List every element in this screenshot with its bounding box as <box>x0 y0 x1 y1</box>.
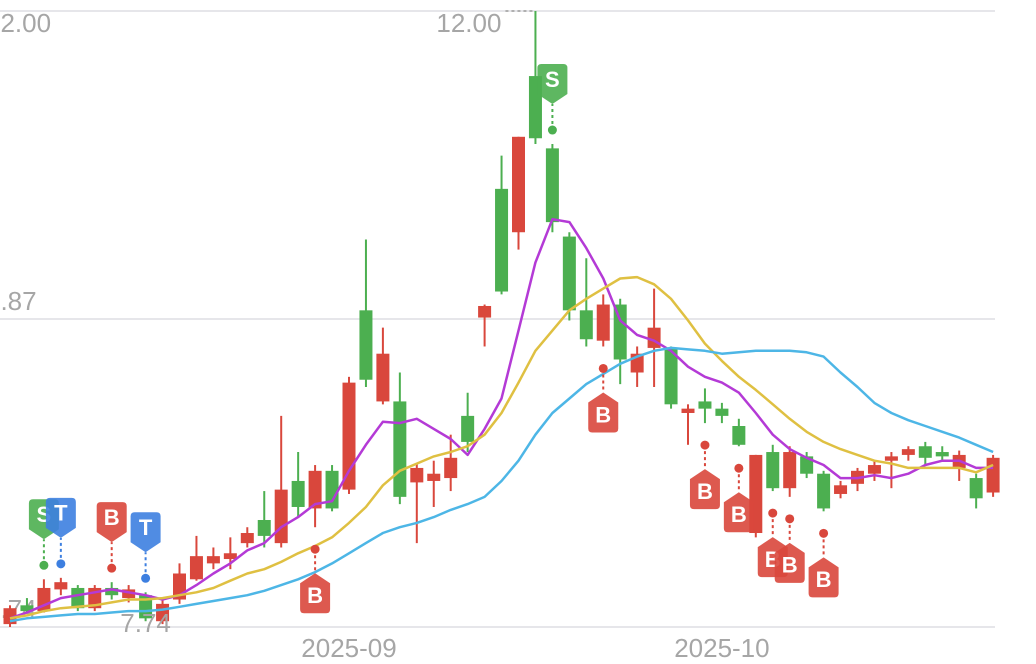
candle-body <box>461 415 475 442</box>
y-tick-label: 9.87 <box>0 286 37 316</box>
candle-body <box>562 236 576 311</box>
candle-body <box>800 456 814 474</box>
signal-flag <box>45 497 76 538</box>
candle-body <box>766 452 780 489</box>
candle-body <box>613 304 627 360</box>
x-tick-label: 2025-10 <box>674 633 769 663</box>
candle-body <box>54 582 68 590</box>
candle-body <box>359 310 373 380</box>
signal-flag-label: B <box>104 505 120 530</box>
signal-flag <box>689 469 720 510</box>
signal-flag <box>300 573 331 614</box>
candle-body <box>732 426 746 445</box>
moving-average-line <box>9 275 994 620</box>
candle-body <box>664 347 678 405</box>
min-label: 7.74 <box>120 608 171 638</box>
moving-average-line <box>9 346 994 623</box>
candle-body <box>189 556 203 580</box>
signal-flag-label: B <box>816 567 832 592</box>
candle-body <box>969 478 983 499</box>
signal-flag-label: B <box>731 502 747 527</box>
signal-flag-label: S <box>545 67 560 92</box>
signal-flag-label: B <box>697 479 713 504</box>
candle-body <box>512 136 525 233</box>
signal-flag <box>723 492 754 533</box>
candle-body <box>257 519 271 536</box>
candle-body <box>986 457 1000 493</box>
y-tick-label: 12.00 <box>0 8 51 38</box>
candle-body <box>478 305 492 318</box>
candle-body <box>647 327 661 348</box>
candle-body <box>935 452 949 457</box>
signal-flag-label: B <box>782 553 798 578</box>
signal-flag <box>808 557 839 598</box>
candle-body <box>325 470 339 509</box>
candle-body <box>105 587 119 596</box>
candle-body <box>71 587 85 609</box>
candle-body <box>291 480 305 507</box>
candle-body <box>884 456 898 461</box>
candle-body <box>715 408 729 416</box>
signal-flag <box>130 512 161 553</box>
candle-body <box>444 457 458 479</box>
candle-body <box>596 304 610 341</box>
x-tick-label: 2025-09 <box>301 633 396 663</box>
candle-body <box>20 605 34 612</box>
candle-body <box>698 401 712 409</box>
candle-body <box>495 188 509 292</box>
candle-body <box>122 589 136 599</box>
candle-body <box>681 408 695 413</box>
candle-body <box>376 353 390 402</box>
candle-body <box>206 556 220 564</box>
candle-body <box>37 587 51 612</box>
candle-body <box>817 473 831 509</box>
candle-body <box>393 401 407 497</box>
candle-body <box>427 473 441 481</box>
candle-body <box>918 446 932 458</box>
candle-body <box>901 449 915 455</box>
signal-flag <box>774 542 805 583</box>
candle-body <box>410 467 424 483</box>
signal-flag <box>537 64 568 105</box>
signal-flag <box>96 502 127 543</box>
candle-body <box>308 470 322 509</box>
signal-flag-label: T <box>54 501 68 526</box>
candle-body <box>274 489 288 544</box>
candle-body <box>545 148 559 223</box>
signal-flag <box>588 392 619 433</box>
candle-body <box>867 465 881 474</box>
candle-body <box>223 553 237 560</box>
candle-body <box>139 595 153 619</box>
signal-flag-label: T <box>139 515 153 540</box>
candle-body <box>783 452 797 489</box>
signal-flag-label: B <box>307 583 323 608</box>
signal-flag-label: B <box>595 402 611 427</box>
candle-body <box>342 382 356 490</box>
candle-body <box>834 485 848 494</box>
candle-body <box>579 310 593 340</box>
candle-body <box>240 533 254 544</box>
max-label: 12.00 <box>436 8 501 38</box>
